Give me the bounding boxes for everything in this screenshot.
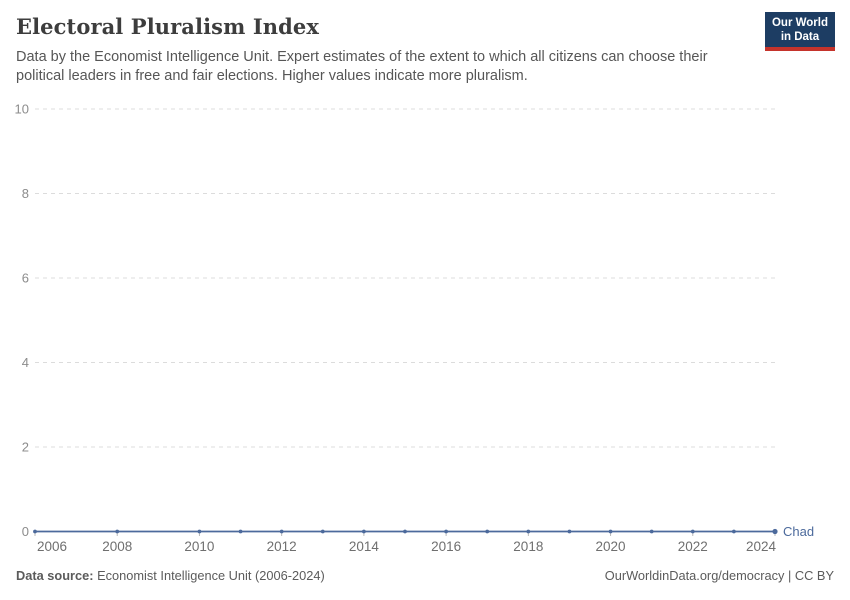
x-axis-tick-label: 2016	[431, 539, 461, 554]
x-axis-tick-label: 2022	[678, 539, 708, 554]
credit-link[interactable]: OurWorldinData.org/democracy | CC BY	[604, 568, 834, 583]
chart-title: Electoral Pluralism Index	[16, 14, 319, 39]
x-axis-tick-label: 2012	[267, 539, 297, 554]
y-axis-tick-label: 2	[22, 440, 29, 455]
data-point-marker	[403, 529, 407, 534]
x-axis-tick-label: 2014	[349, 539, 380, 554]
data-point-marker	[279, 529, 284, 534]
data-source-label: Data source:	[16, 568, 94, 583]
data-point-marker	[115, 529, 120, 534]
chart-subtitle: Data by the Economist Intelligence Unit.…	[16, 49, 708, 84]
data-point-marker	[526, 529, 531, 534]
x-axis-tick-label: 2024	[746, 539, 777, 554]
x-axis-tick-label: 2020	[596, 539, 626, 554]
data-point-marker	[320, 529, 325, 534]
owid-logo-line2: in Data	[780, 31, 820, 43]
x-axis-tick-label: 2006	[37, 539, 67, 554]
y-axis-tick-label: 8	[22, 186, 29, 201]
series-entity-label[interactable]: Chad	[783, 524, 814, 539]
x-axis-tick-label: 2010	[184, 539, 214, 554]
data-source-text: Economist Intelligence Unit (2006-2024)	[97, 568, 325, 583]
owid-logo-line1: Our World	[771, 17, 828, 29]
data-point-marker	[567, 529, 572, 534]
data-point-marker	[690, 529, 695, 534]
chart-footer: Data source: Economist Intelligence Unit…	[16, 568, 834, 583]
data-point-marker	[361, 529, 366, 534]
y-axis-tick-label: 10	[15, 102, 29, 117]
data-point-marker	[444, 529, 449, 534]
y-axis-tick-label: 0	[22, 524, 29, 539]
data-point-marker	[772, 528, 778, 535]
owid-logo[interactable]: Our World in Data	[764, 12, 835, 51]
x-axis-tick-label: 2018	[513, 539, 543, 554]
data-point-marker	[33, 529, 37, 534]
data-point-marker	[485, 529, 490, 534]
data-point-marker	[731, 529, 736, 534]
y-axis-tick-label: 4	[22, 355, 29, 370]
y-axis-tick-label: 6	[22, 271, 29, 286]
data-point-marker	[238, 529, 243, 534]
data-point-marker	[649, 529, 654, 534]
x-axis-tick-label: 2008	[102, 539, 132, 554]
chart-header: Electoral Pluralism Index Data by the Ec…	[16, 14, 750, 86]
data-source-note: Data source: Economist Intelligence Unit…	[16, 568, 325, 583]
data-point-marker	[608, 529, 613, 534]
data-point-marker	[197, 529, 202, 534]
